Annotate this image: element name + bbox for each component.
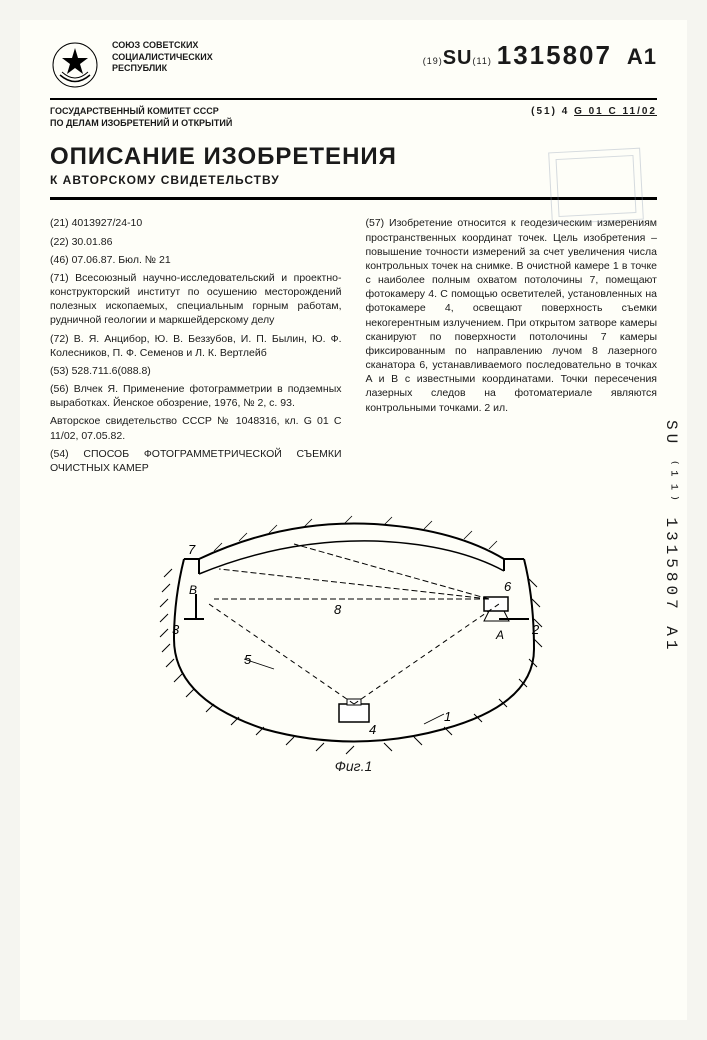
committee-label: ГОСУДАРСТВЕННЫЙ КОМИТЕТ СССР ПО ДЕЛАМ ИЗ… xyxy=(50,106,250,129)
page: СОЮЗ СОВЕТСКИХ СОЦИАЛИСТИЧЕСКИХ РЕСПУБЛИ… xyxy=(20,20,687,1020)
field-72: (72) В. Я. Анцибор, Ю. В. Беззубов, И. П… xyxy=(50,332,342,360)
figure-1: 7 6 B 3 5 8 4 1 A 2 Фиг.1 xyxy=(50,499,657,774)
field-54: (54) СПОСОБ ФОТОГРАММЕТРИЧЕСКОЙ СЪЕМКИ О… xyxy=(50,447,342,475)
field-22: (22) 30.01.86 xyxy=(50,235,342,249)
publication-number: (19)SU(11) 1315807 A1 xyxy=(423,40,657,71)
field-71: (71) Всесоюзный научно-исследовательский… xyxy=(50,271,342,328)
field-56: (56) Влчек Я. Применение фотограмметрии … xyxy=(50,382,342,410)
header-top: СОЮЗ СОВЕТСКИХ СОЦИАЛИСТИЧЕСКИХ РЕСПУБЛИ… xyxy=(50,40,657,100)
svg-text:4: 4 xyxy=(369,722,376,737)
doc-number: 1315807 xyxy=(497,40,612,70)
left-column: (21) 4013927/24-10 (22) 30.01.86 (46) 07… xyxy=(50,216,342,479)
svg-text:A: A xyxy=(495,628,504,642)
side-doc-number: SU ⁽¹¹⁾ 1315807 A1 xyxy=(662,420,681,653)
prefix-11: (11) xyxy=(473,56,492,66)
svg-text:8: 8 xyxy=(334,602,342,617)
ussr-emblem-icon xyxy=(50,40,100,90)
class-prefix: (51) 4 xyxy=(531,106,569,117)
prefix-19: (19) xyxy=(423,56,443,66)
svg-text:2: 2 xyxy=(531,622,540,637)
figure-caption: Фиг.1 xyxy=(50,758,657,774)
union-label: СОЮЗ СОВЕТСКИХ СОЦИАЛИСТИЧЕСКИХ РЕСПУБЛИ… xyxy=(112,40,232,75)
header-second-row: ГОСУДАРСТВЕННЫЙ КОМИТЕТ СССР ПО ДЕЛАМ ИЗ… xyxy=(50,106,657,129)
diagram-svg: 7 6 B 3 5 8 4 1 A 2 xyxy=(144,499,564,759)
library-stamp-icon xyxy=(548,148,644,225)
country-code: SU xyxy=(443,47,473,69)
svg-text:3: 3 xyxy=(172,622,180,637)
abstract-57: (57) Изобретение относится к геодезическ… xyxy=(366,216,658,414)
kind-code: A1 xyxy=(627,44,657,69)
field-53: (53) 528.711.6(088.8) xyxy=(50,364,342,378)
svg-text:1: 1 xyxy=(444,709,451,724)
ipc-classification: (51) 4 G 01 C 11/02 xyxy=(531,106,657,129)
right-column: (57) Изобретение относится к геодезическ… xyxy=(366,216,658,479)
prior-art: Авторское свидетельство СССР № 1048316, … xyxy=(50,414,342,442)
svg-text:7: 7 xyxy=(188,542,196,557)
svg-text:6: 6 xyxy=(504,579,512,594)
class-code: G 01 C 11/02 xyxy=(574,106,657,117)
svg-text:B: B xyxy=(189,583,197,597)
field-21: (21) 4013927/24-10 xyxy=(50,216,342,230)
field-46: (46) 07.06.87. Бюл. № 21 xyxy=(50,253,342,267)
body-columns: (21) 4013927/24-10 (22) 30.01.86 (46) 07… xyxy=(50,216,657,479)
